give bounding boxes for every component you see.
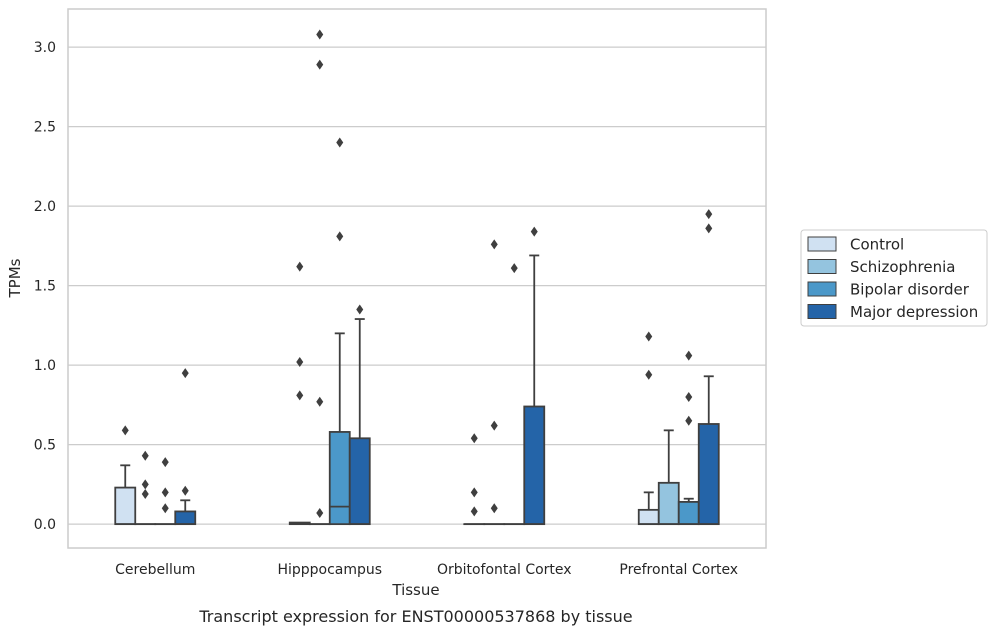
outlier-point [161, 457, 169, 468]
outlier-point [470, 433, 478, 444]
y-tick-label: 2.0 [34, 199, 56, 215]
legend-swatch [807, 236, 837, 252]
legend-label: Bipolar disorder [850, 281, 970, 299]
y-tick-label: 1.0 [34, 358, 56, 374]
box [348, 437, 371, 526]
outlier-point [685, 350, 693, 361]
outlier-point [685, 415, 693, 426]
outlier-point [510, 263, 518, 274]
outlier-point [296, 390, 304, 401]
outlier-point [161, 503, 169, 514]
outlier-point [121, 425, 129, 436]
y-axis-title: TPMs [6, 258, 24, 298]
outlier-point [296, 261, 304, 272]
series-major-depression [174, 209, 720, 526]
outlier-point [141, 479, 149, 490]
x-tick-label: Cerebellum [115, 562, 195, 578]
outlier-point [141, 450, 149, 461]
outlier-point [316, 396, 324, 407]
outlier-point [336, 231, 344, 242]
y-tick-label: 0.5 [34, 438, 56, 454]
outlier-point [705, 223, 713, 234]
legend-swatch [807, 281, 837, 297]
outlier-point [490, 503, 498, 514]
y-tick-label: 1.5 [34, 279, 56, 295]
outlier-point [685, 391, 693, 402]
outlier-point [645, 331, 653, 342]
outlier-point [336, 137, 344, 148]
outlier-point [490, 420, 498, 431]
box [637, 508, 660, 526]
x-axis-title: Tissue [391, 581, 439, 599]
outlier-point [316, 29, 324, 40]
outlier-point [645, 369, 653, 380]
outlier-point [530, 226, 538, 237]
y-tick-label: 2.5 [34, 120, 56, 136]
legend-label: Schizophrenia [850, 258, 955, 276]
legend-swatch [807, 304, 837, 319]
outlier-point [470, 487, 478, 498]
box [174, 510, 197, 526]
outlier-point [161, 487, 169, 498]
y-tick-label: 0.0 [34, 517, 56, 533]
legend: Control Schizophrenia Bipolar disorder Majo… [800, 229, 988, 327]
legend-swatch [807, 259, 837, 274]
box [328, 431, 351, 526]
x-tick-label: Hipppocampus [277, 562, 382, 578]
x-axis-ticks: Cerebellum Hipppocampus Orbitofontal Corte… [115, 562, 738, 578]
box [523, 405, 546, 526]
grid-lines [68, 46, 766, 525]
outlier-point [141, 488, 149, 499]
outlier-point [316, 508, 324, 519]
outlier-point [356, 304, 364, 315]
outlier-point [296, 356, 304, 367]
legend-label: Control [850, 236, 904, 254]
series-bipolar-disorder [154, 137, 700, 526]
box [697, 423, 720, 526]
x-tick-label: Orbitofontal Cortex [437, 562, 572, 578]
outlier-point [705, 209, 713, 220]
outlier-point [470, 506, 478, 517]
box [114, 486, 137, 526]
outlier-point [181, 368, 189, 379]
x-tick-label: Prefrontal Cortex [619, 562, 738, 578]
legend-frame [800, 229, 988, 327]
legend-label: Major depression [850, 303, 978, 321]
box [677, 500, 700, 526]
series-control [114, 261, 660, 526]
outlier-point [490, 239, 498, 250]
chart-caption: Transcript expression for ENST0000053786… [198, 607, 632, 626]
plot-frame [67, 8, 767, 549]
series-schizophrenia [134, 29, 680, 526]
box [657, 481, 680, 526]
outlier-point [181, 485, 189, 496]
y-tick-label: 3.0 [34, 40, 56, 56]
y-axis-ticks: 0.0 0.5 1.0 1.5 2.0 2.5 3.0 [34, 40, 56, 533]
box-groups [114, 29, 720, 526]
outlier-point [316, 59, 324, 70]
